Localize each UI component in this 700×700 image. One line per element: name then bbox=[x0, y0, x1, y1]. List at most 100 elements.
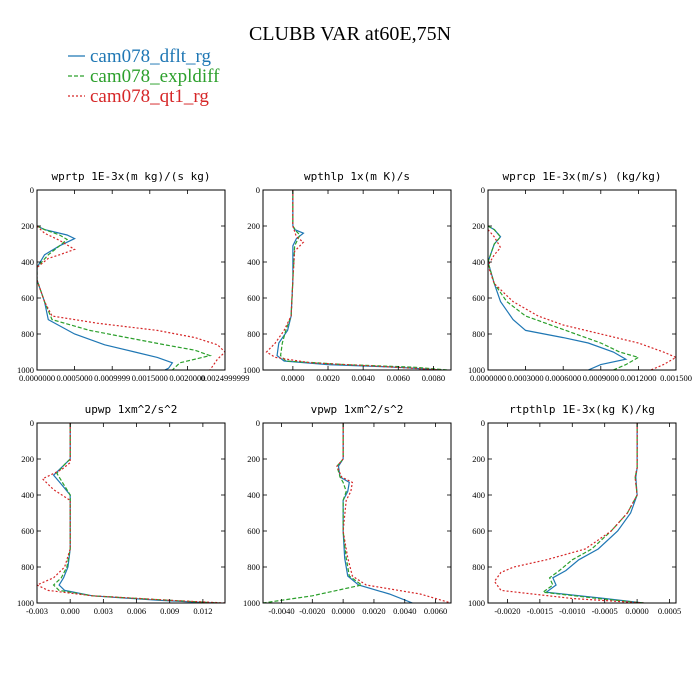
series-line bbox=[276, 190, 443, 370]
series-group bbox=[37, 225, 225, 370]
y-tick-label: 600 bbox=[21, 293, 34, 303]
y-tick-label: 0 bbox=[30, 185, 34, 195]
x-tick-label: 0.0003000 bbox=[508, 373, 544, 383]
panel: vpwp 1xm^2/s^2 0 200 400 600 800 1000 -0.0040 -0… bbox=[243, 403, 452, 616]
series-line bbox=[493, 423, 644, 603]
y-tick-label: 0 bbox=[481, 185, 485, 195]
panel: wprcp 1E-3x(m/s) (kg/kg) 0 200 400 600 800 100… bbox=[468, 170, 692, 383]
y-tick-label: 800 bbox=[21, 329, 34, 339]
panel-title: wprcp 1E-3x(m/s) (kg/kg) bbox=[503, 170, 662, 183]
x-tick-label: 0.0005000 bbox=[57, 373, 93, 383]
panel-title: rtpthlp 1E-3x(kg K)/kg bbox=[509, 403, 655, 416]
x-tick-label: 0.0020000 bbox=[169, 373, 205, 383]
panel-title: wpthlp 1x(m K)/s bbox=[304, 170, 410, 183]
y-tick-label: 600 bbox=[247, 293, 260, 303]
figure-title: CLUBB VAR at60E,75N bbox=[249, 23, 451, 45]
x-tick-label: 0.0000 bbox=[625, 606, 648, 616]
panel-title: vpwp 1xm^2/s^2 bbox=[311, 403, 404, 416]
series-line bbox=[544, 423, 644, 603]
legend: cam078_dflt_rg cam078_expldiff cam078_qt… bbox=[68, 46, 220, 107]
y-tick-label: 200 bbox=[247, 454, 260, 464]
series-group bbox=[493, 423, 644, 603]
x-tick-label: 0.001500 bbox=[660, 373, 692, 383]
x-tick-label: -0.003 bbox=[26, 606, 48, 616]
series-line bbox=[488, 225, 628, 370]
y-tick-label: 800 bbox=[247, 329, 260, 339]
legend-entry: cam078_expldiff bbox=[68, 66, 220, 87]
y-tick-label: 400 bbox=[472, 257, 485, 267]
panel-title: upwp 1xm^2/s^2 bbox=[85, 403, 178, 416]
x-tick-label: 0.006 bbox=[127, 606, 146, 616]
x-tick-label: -0.0020 bbox=[494, 606, 520, 616]
x-tick-label: 0.0060 bbox=[424, 606, 447, 616]
x-tick-label: 0.0020 bbox=[362, 606, 385, 616]
x-tick-label: 0.0005 bbox=[658, 606, 681, 616]
y-tick-label: 0 bbox=[256, 185, 260, 195]
series-line bbox=[541, 423, 644, 603]
y-tick-label: 0 bbox=[256, 418, 260, 428]
x-tick-label: 0.0020 bbox=[316, 373, 339, 383]
x-tick-label: 0.0024999999 bbox=[201, 373, 250, 383]
legend-entry: cam078_qt1_rg bbox=[68, 86, 209, 107]
x-tick-label: -0.0015 bbox=[527, 606, 553, 616]
y-tick-label: 200 bbox=[247, 221, 260, 231]
y-tick-label: 600 bbox=[472, 293, 485, 303]
x-tick-label: 0.0000 bbox=[281, 373, 304, 383]
plot-frame bbox=[262, 189, 452, 371]
series-line bbox=[37, 423, 225, 603]
y-tick-label: 0 bbox=[481, 418, 485, 428]
y-tick-label: 600 bbox=[247, 526, 260, 536]
x-tick-label: 0.012 bbox=[193, 606, 212, 616]
x-tick-label: 0.0000 bbox=[331, 606, 354, 616]
series-line bbox=[37, 225, 213, 370]
legend-label: cam078_expldiff bbox=[90, 66, 220, 87]
x-tick-label: 0.0060 bbox=[387, 373, 410, 383]
series-group bbox=[263, 423, 451, 603]
series-group bbox=[265, 190, 448, 370]
series-group bbox=[37, 423, 225, 603]
y-tick-label: 1000 bbox=[243, 598, 260, 608]
x-tick-label: 0.0080 bbox=[422, 373, 445, 383]
y-tick-label: 1000 bbox=[468, 598, 485, 608]
y-tick-label: 0 bbox=[30, 418, 34, 428]
y-tick-label: 800 bbox=[247, 562, 260, 572]
y-tick-label: 1000 bbox=[17, 365, 34, 375]
series-line bbox=[52, 423, 214, 603]
series-line bbox=[488, 225, 640, 370]
panel: wprtp 1E-3x(m kg)/(s kg) 0 200 400 600 800 100… bbox=[17, 170, 249, 383]
series-line bbox=[336, 423, 451, 603]
x-tick-label: -0.0010 bbox=[559, 606, 585, 616]
y-tick-label: 200 bbox=[21, 454, 34, 464]
y-tick-label: 1000 bbox=[468, 365, 485, 375]
legend-label: cam078_qt1_rg bbox=[90, 86, 209, 107]
x-tick-label: 0.0009999 bbox=[94, 373, 130, 383]
x-tick-label: 0.0009000 bbox=[583, 373, 619, 383]
plot-frame bbox=[36, 422, 226, 604]
y-tick-label: 600 bbox=[21, 526, 34, 536]
legend-label: cam078_dflt_rg bbox=[90, 46, 212, 67]
x-tick-label: 0.0006000 bbox=[545, 373, 581, 383]
plot-frame bbox=[36, 189, 226, 371]
panel: upwp 1xm^2/s^2 0 200 400 600 800 1000-0.003 0.0… bbox=[17, 403, 226, 616]
x-tick-label: 0.0012000 bbox=[620, 373, 656, 383]
y-tick-label: 200 bbox=[472, 221, 485, 231]
x-tick-label: 0.0040 bbox=[351, 373, 374, 383]
y-tick-label: 400 bbox=[247, 257, 260, 267]
x-tick-label: 0.009 bbox=[160, 606, 179, 616]
y-tick-label: 400 bbox=[247, 490, 260, 500]
y-tick-label: 800 bbox=[21, 562, 34, 572]
y-tick-label: 1000 bbox=[243, 365, 260, 375]
panel-title: wprtp 1E-3x(m kg)/(s kg) bbox=[52, 170, 211, 183]
y-tick-label: 400 bbox=[21, 490, 34, 500]
series-line bbox=[52, 423, 220, 603]
series-line bbox=[265, 190, 443, 370]
y-tick-label: 200 bbox=[472, 454, 485, 464]
x-tick-label: -0.0020 bbox=[299, 606, 325, 616]
y-tick-label: 200 bbox=[21, 221, 34, 231]
plot-frame bbox=[487, 422, 677, 604]
y-tick-label: 400 bbox=[21, 257, 34, 267]
x-tick-label: 0.003 bbox=[94, 606, 113, 616]
series-line bbox=[488, 229, 676, 370]
x-tick-label: 0.000 bbox=[61, 606, 80, 616]
x-tick-label: 0.0015000 bbox=[132, 373, 168, 383]
